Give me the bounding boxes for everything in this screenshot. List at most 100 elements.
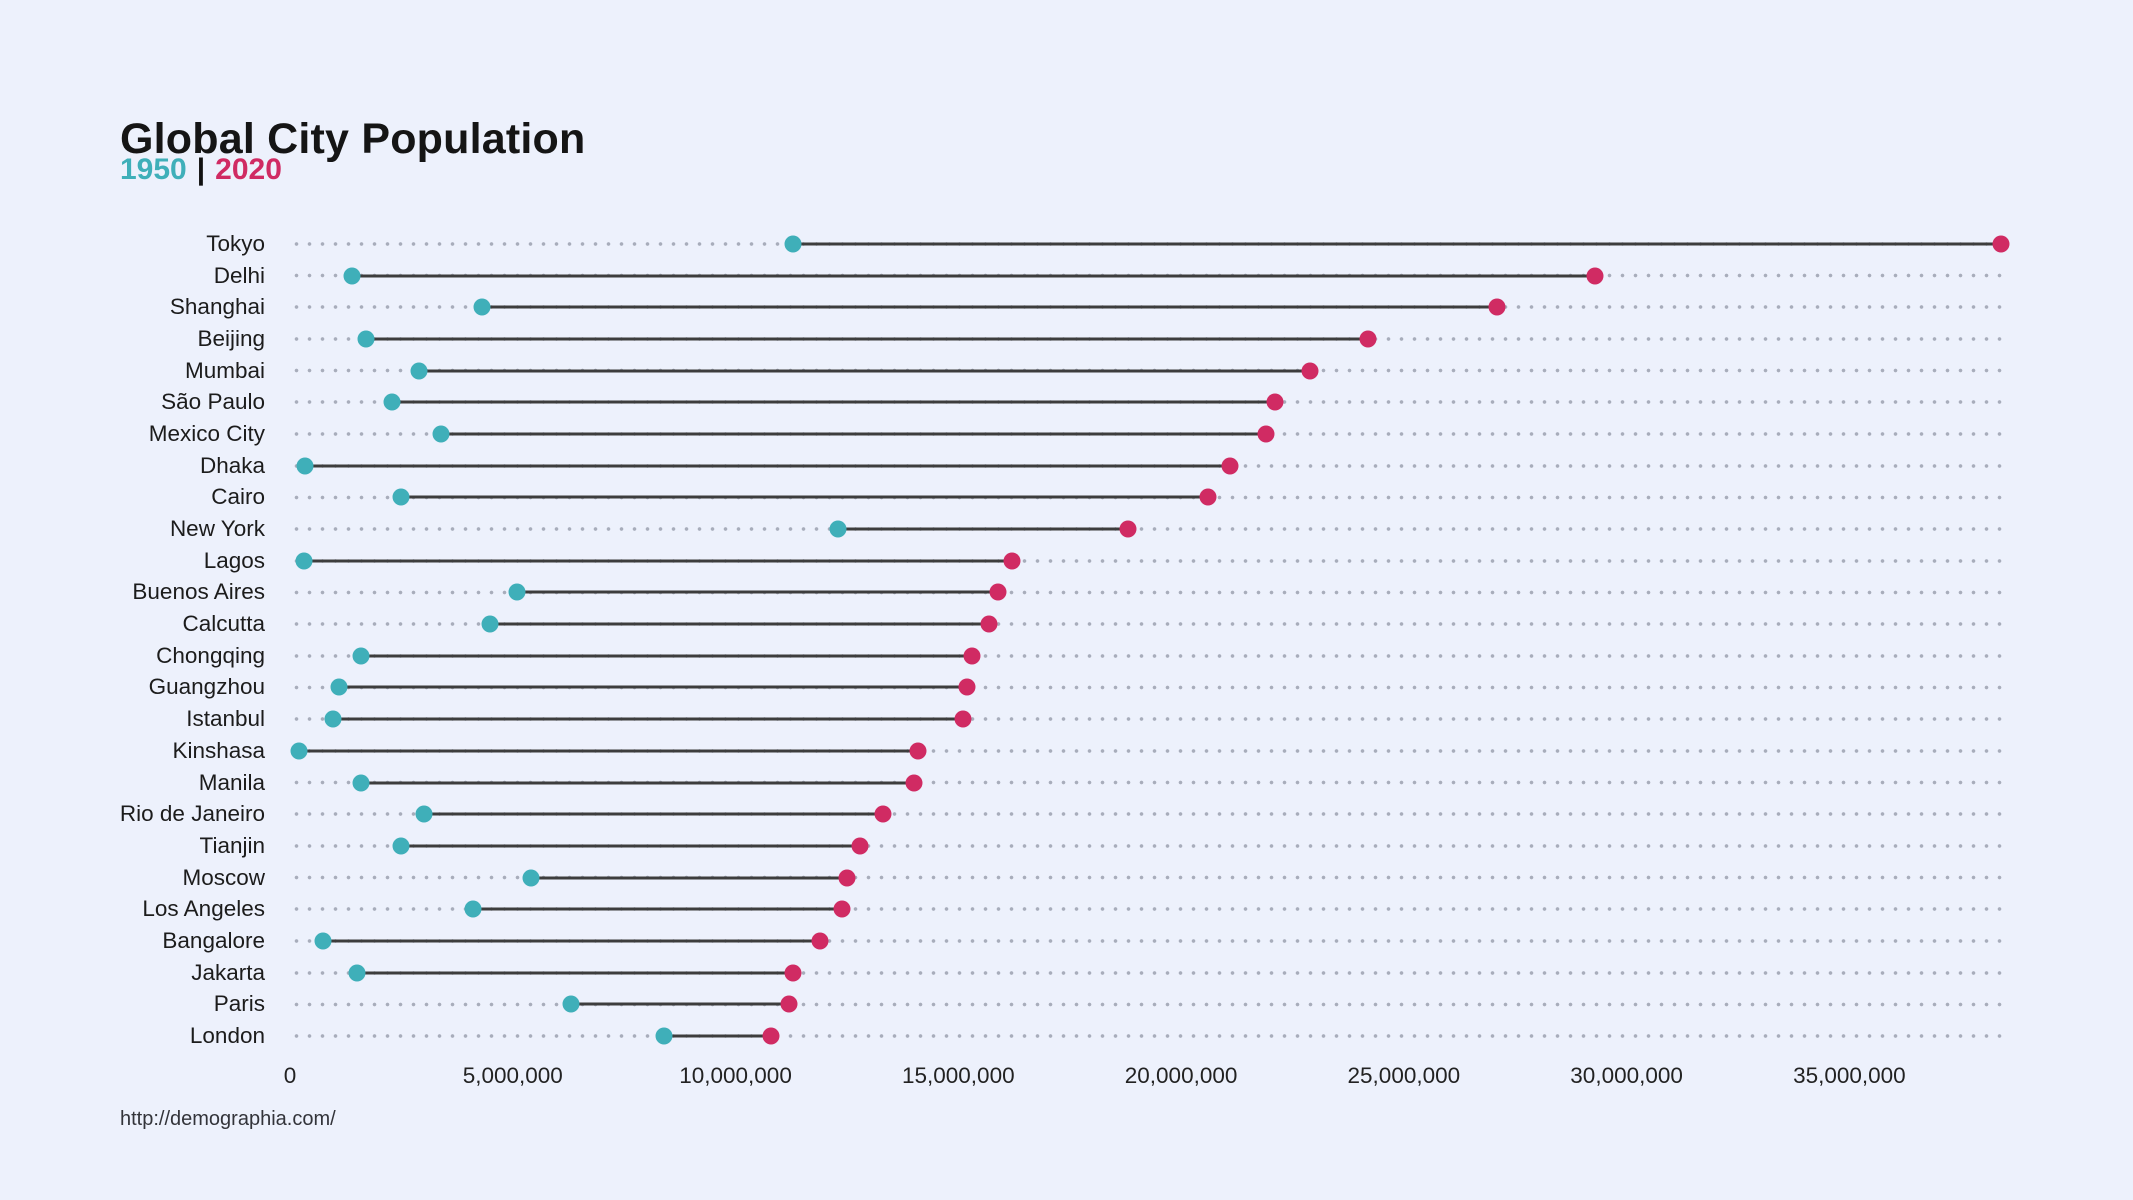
dot-1950 <box>330 678 348 696</box>
city-label: Beijing <box>197 325 265 351</box>
chart-row: Jakarta <box>0 956 2133 989</box>
dumbbell-chart: Tokyo Delhi Shanghai Beijing Mumbai São Paulo… <box>0 228 2133 1052</box>
city-label: Kinshasa <box>172 737 265 763</box>
row-leader-dotted-line <box>290 1020 2008 1052</box>
city-label: Moscow <box>182 864 265 890</box>
connector-line <box>352 274 1596 278</box>
city-label: Rio de Janeiro <box>119 801 265 827</box>
row-leader-dotted-line <box>290 766 2008 799</box>
connector-line <box>838 527 1128 531</box>
dot-2020 <box>851 837 869 855</box>
dot-2020 <box>762 1027 780 1045</box>
chart-row: Delhi <box>0 259 2133 292</box>
chart-row: Paris <box>0 988 2133 1021</box>
city-label: Shanghai <box>169 294 265 320</box>
chart-row: Tianjin <box>0 830 2133 862</box>
connector-line <box>361 654 972 658</box>
dot-2020 <box>989 583 1007 601</box>
connector-line <box>664 1034 772 1038</box>
x-axis-tick-label: 35,000,000 <box>1793 1063 1906 1088</box>
dot-2020 <box>954 710 972 728</box>
dot-2020 <box>963 647 981 665</box>
row-leader-dotted-line <box>290 956 2008 989</box>
connector-line <box>361 781 914 785</box>
dot-2020 <box>1359 330 1377 348</box>
row-leader-dotted-line <box>290 735 2008 767</box>
connector-line <box>793 242 2001 246</box>
x-axis-tick-label: 5,000,000 <box>462 1063 563 1088</box>
dot-1950 <box>348 964 366 982</box>
chart-row: Mumbai <box>0 354 2133 387</box>
source-link[interactable]: http://demographia.com/ <box>120 1108 336 1130</box>
dot-2020 <box>1992 235 2010 253</box>
dot-1950 <box>508 583 526 601</box>
chart-row: Chongqing <box>0 639 2133 672</box>
row-leader-dotted-line <box>290 481 2008 514</box>
connector-line <box>481 305 1498 309</box>
city-label: Mexico City <box>148 420 265 446</box>
dot-2020 <box>811 932 829 950</box>
row-leader-dotted-line <box>290 703 2008 735</box>
dot-1950 <box>383 393 401 411</box>
city-label: Tokyo <box>206 230 265 256</box>
dot-1950 <box>392 488 410 506</box>
dot-2020 <box>905 774 923 792</box>
dot-2020 <box>1488 298 1506 316</box>
dot-2020 <box>1119 520 1137 538</box>
dot-2020 <box>1003 552 1021 570</box>
dot-1950 <box>357 330 375 348</box>
city-label: Bangalore <box>162 927 265 953</box>
dot-2020 <box>833 900 851 918</box>
row-leader-dotted-line <box>290 354 2008 387</box>
row-leader-dotted-line <box>290 513 2008 545</box>
legend-2020-label: 2020 <box>215 153 282 186</box>
dot-2020 <box>1257 425 1275 443</box>
dot-2020 <box>780 995 798 1013</box>
dot-2020 <box>838 869 856 887</box>
dot-2020 <box>874 805 892 823</box>
connector-line <box>339 685 968 689</box>
connector-line <box>298 749 919 753</box>
dot-2020 <box>1199 488 1217 506</box>
chart-row: Bangalore <box>0 925 2133 957</box>
page-title: Global City Population <box>120 114 586 163</box>
chart-row: Guangzhou <box>0 671 2133 704</box>
connector-line <box>472 907 843 911</box>
city-label: Buenos Aires <box>132 579 265 605</box>
city-label: Los Angeles <box>142 896 265 922</box>
row-leader-dotted-line <box>290 449 2008 482</box>
connector-line <box>401 844 861 848</box>
chart-row: Dhaka <box>0 449 2133 482</box>
city-label: Paris <box>213 991 265 1017</box>
dot-1950 <box>352 774 370 792</box>
connector-line <box>392 400 1275 404</box>
row-leader-dotted-line <box>290 608 2008 640</box>
chart-row: Mexico City <box>0 418 2133 450</box>
dot-1950 <box>655 1027 673 1045</box>
x-axis-tick-label: 20,000,000 <box>1124 1063 1238 1088</box>
chart-row: Rio de Janeiro <box>0 798 2133 831</box>
row-leader-dotted-line <box>290 228 2010 260</box>
connector-line <box>356 971 794 975</box>
chart-row: Cairo <box>0 481 2133 514</box>
dot-1950 <box>295 552 313 570</box>
connector-line <box>304 559 1012 563</box>
connector-line <box>333 717 963 721</box>
connector-line <box>323 939 821 943</box>
city-label: Mumbai <box>184 357 265 383</box>
connector-line <box>490 622 990 626</box>
connector-line <box>365 337 1369 341</box>
chart-row: Shanghai <box>0 291 2133 324</box>
row-leader-dotted-line <box>290 861 2008 894</box>
legend: 1950 | 2020 <box>120 153 282 187</box>
chart-row: London <box>0 1020 2133 1052</box>
row-leader-dotted-line <box>290 830 2008 862</box>
row-leader-dotted-line <box>290 671 2008 704</box>
chart-row: Moscow <box>0 861 2133 894</box>
x-axis-tick-label: 0 <box>283 1063 297 1088</box>
dot-2020 <box>980 615 998 633</box>
row-leader-dotted-line <box>290 259 2008 292</box>
city-label: Lagos <box>203 547 265 573</box>
connector-line <box>423 812 883 816</box>
chart-row: Buenos Aires <box>0 576 2133 609</box>
